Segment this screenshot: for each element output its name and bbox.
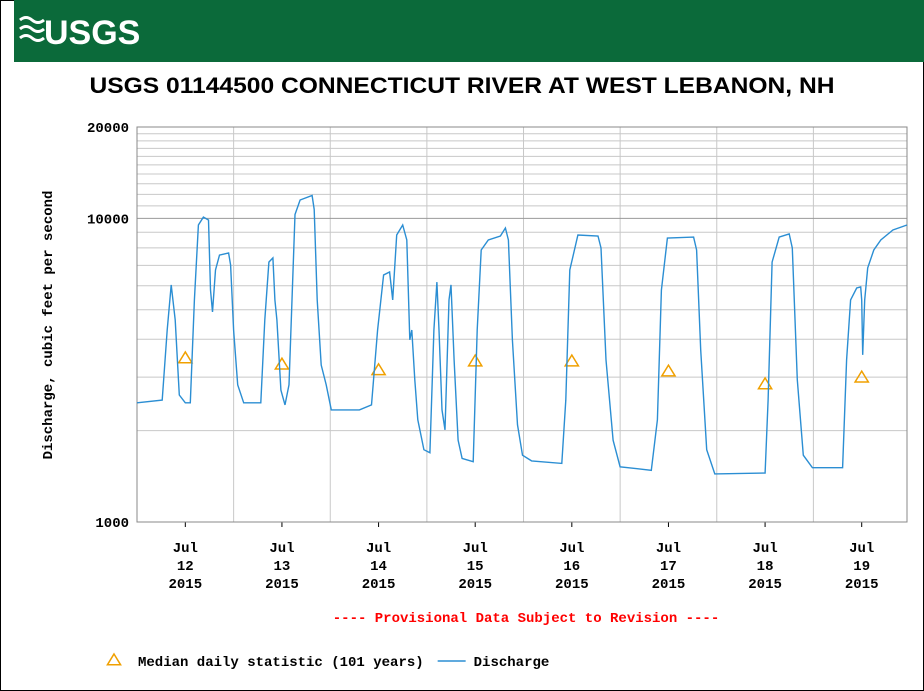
x-tick-label: 2015 bbox=[845, 577, 879, 593]
x-tick-label: Jul bbox=[849, 541, 874, 557]
legend-label: Discharge bbox=[474, 655, 550, 671]
x-tick-label: Jul bbox=[656, 541, 681, 557]
y-tick-label: 20000 bbox=[87, 121, 129, 137]
median-marker bbox=[563, 353, 580, 367]
x-tick-label: Jul bbox=[366, 541, 391, 557]
legend-marker bbox=[106, 652, 122, 666]
header-band bbox=[14, 0, 924, 62]
x-tick-label: 2015 bbox=[555, 577, 589, 593]
y-axis-label: Discharge, cubic feet per second bbox=[41, 191, 57, 460]
logo-waves bbox=[19, 16, 45, 42]
median-marker bbox=[853, 369, 870, 383]
x-tick-label: 13 bbox=[274, 559, 291, 575]
logo-text: USGS bbox=[44, 14, 140, 52]
x-tick-label: 2015 bbox=[458, 577, 492, 593]
x-tick-label: 15 bbox=[467, 559, 484, 575]
plot-area bbox=[137, 127, 907, 522]
x-tick-label: 2015 bbox=[169, 577, 203, 593]
discharge-line bbox=[136, 194, 908, 475]
legend-label: Median daily statistic (101 years) bbox=[138, 655, 424, 671]
x-tick-label: Jul bbox=[269, 541, 294, 557]
median-marker bbox=[467, 353, 484, 367]
x-tick-label: 18 bbox=[757, 559, 774, 575]
y-tick-label: 10000 bbox=[87, 212, 129, 228]
chart-title: USGS 01144500 CONNECTICUT RIVER AT WEST … bbox=[90, 73, 835, 98]
median-marker bbox=[177, 350, 194, 364]
plot-border bbox=[136, 126, 908, 523]
annotation: ---- Provisional Data Subject to Revisio… bbox=[333, 611, 719, 627]
x-tick-label: 2015 bbox=[362, 577, 396, 593]
x-tick-label: 17 bbox=[660, 559, 677, 575]
x-tick-label: 2015 bbox=[265, 577, 299, 593]
x-tick-label: 2015 bbox=[652, 577, 686, 593]
median-marker bbox=[274, 356, 290, 370]
x-tick-label: Jul bbox=[752, 541, 777, 557]
x-tick-label: 12 bbox=[177, 559, 194, 575]
x-tick-label: Jul bbox=[559, 541, 584, 557]
y-tick-label: 1000 bbox=[95, 516, 129, 532]
x-tick-label: 19 bbox=[853, 559, 870, 575]
x-tick-label: 2015 bbox=[748, 577, 782, 593]
x-tick-label: Jul bbox=[173, 541, 198, 557]
median-marker bbox=[370, 362, 387, 376]
x-tick-label: 16 bbox=[563, 559, 580, 575]
x-tick-label: 14 bbox=[370, 559, 387, 575]
x-tick-label: Jul bbox=[463, 541, 488, 557]
median-marker bbox=[660, 363, 677, 377]
